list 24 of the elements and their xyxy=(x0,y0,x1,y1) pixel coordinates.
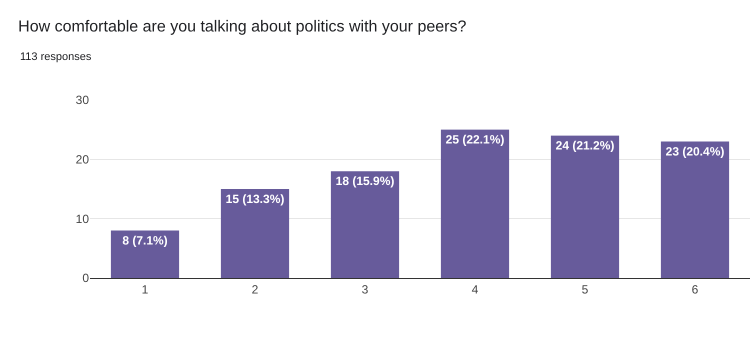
data-label: 24 (21.2%) xyxy=(556,138,614,153)
y-tick-label: 20 xyxy=(76,152,90,167)
x-tick-label: 5 xyxy=(582,282,589,296)
y-tick-label: 0 xyxy=(82,271,90,286)
x-tick-label: 3 xyxy=(362,282,369,296)
bar xyxy=(110,230,180,278)
chart-subtitle: 113 responses xyxy=(20,51,92,63)
bar xyxy=(330,171,400,278)
data-label: 25 (22.1%) xyxy=(446,132,504,147)
bar xyxy=(660,142,730,278)
data-label: 8 (7.1%) xyxy=(122,234,168,248)
x-tick-label: 6 xyxy=(692,282,699,296)
data-label: 23 (20.4%) xyxy=(666,144,724,159)
y-tick-label: 10 xyxy=(76,212,90,226)
bar xyxy=(550,136,620,278)
x-tick-label: 2 xyxy=(252,282,259,296)
chart-title: How comfortable are you talking about politics with your peers? xyxy=(18,18,466,36)
x-tick-label: 1 xyxy=(142,282,149,296)
x-tick-label: 4 xyxy=(472,282,479,296)
y-tick-label: 30 xyxy=(76,93,90,108)
data-label: 18 (15.9%) xyxy=(336,174,394,188)
bar xyxy=(440,130,510,278)
data-label: 15 (13.3%) xyxy=(226,192,284,206)
bar xyxy=(220,189,290,278)
